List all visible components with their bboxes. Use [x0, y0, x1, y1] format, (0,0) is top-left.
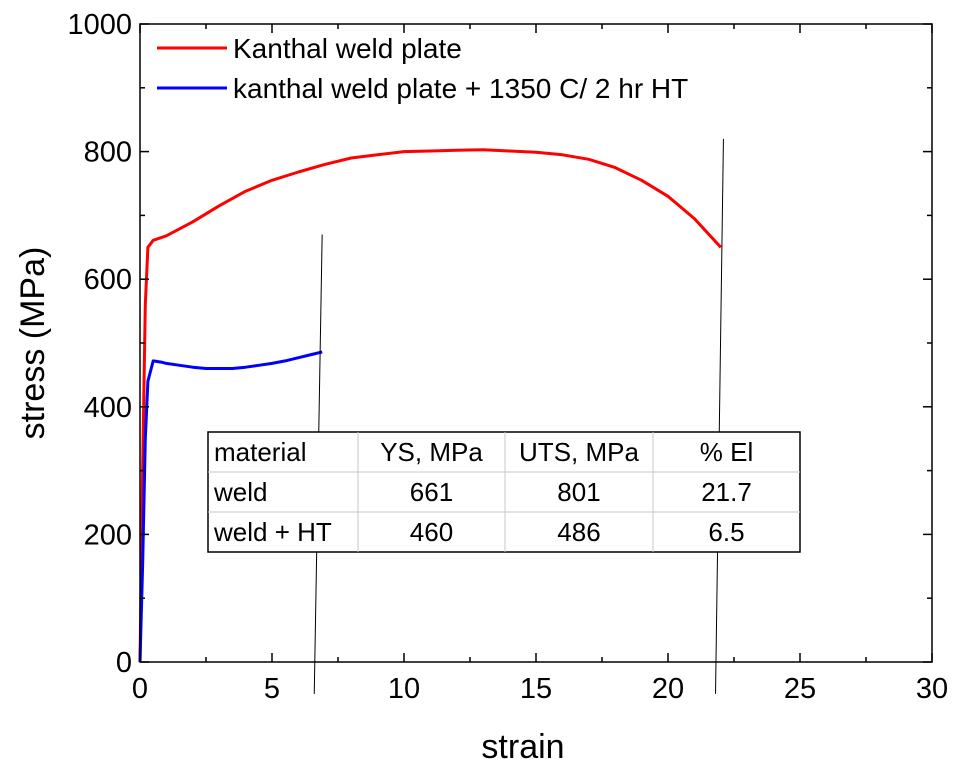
curves-layer	[138, 148, 722, 663]
table-header-cell: material	[214, 437, 306, 467]
legend: Kanthal weld plate kanthal weld plate + 1…	[157, 33, 688, 104]
y-tick-label: 600	[84, 264, 132, 296]
annotation-lines-layer	[313, 138, 724, 694]
x-tick-label: 20	[652, 673, 684, 705]
y-tick-label: 200	[84, 519, 132, 551]
x-axis-label: strain	[481, 728, 564, 766]
table-cell: 801	[557, 477, 600, 507]
annotation-line-2	[715, 138, 724, 694]
data-table: material YS, MPa UTS, MPa % El weld 661 801 21.…	[207, 431, 801, 553]
legend-label: kanthal weld plate + 1350 C/ 2 hr HT	[233, 73, 688, 104]
table-header-cell: % El	[700, 437, 753, 467]
table-frame	[207, 431, 801, 553]
table-header-cell: YS, MPa	[380, 437, 483, 467]
y-axis-label: stress (MPa)	[14, 247, 52, 440]
x-tick-label: 10	[388, 673, 420, 705]
table-cell: 21.7	[701, 477, 752, 507]
x-tick-label: 25	[784, 673, 816, 705]
axes-layer	[139, 23, 933, 663]
legend-label: Kanthal weld plate	[233, 33, 462, 64]
table-cell: 661	[410, 477, 453, 507]
x-tick-label: 15	[520, 673, 552, 705]
table-cell: weld	[213, 477, 267, 507]
ticks-layer: 0 5 10 15 20 25 30 0 200 400 600 800 1000	[67, 9, 948, 705]
y-tick-label: 800	[84, 137, 132, 169]
x-tick-label: 0	[132, 673, 148, 705]
y-tick-label: 1000	[67, 9, 132, 41]
table-cell: 460	[410, 517, 453, 547]
series-line-weld	[138, 148, 722, 663]
x-tick-label: 30	[916, 673, 948, 705]
y-tick-label: 0	[116, 647, 132, 679]
table-header-cell: UTS, MPa	[519, 437, 639, 467]
table-cell: 6.5	[708, 517, 744, 547]
x-tick-label: 5	[264, 673, 280, 705]
table-cell: weld + HT	[213, 517, 332, 547]
series-line-weld-ht	[138, 350, 323, 663]
plot-frame	[139, 23, 933, 663]
y-tick-label: 400	[84, 392, 132, 424]
table-cell: 486	[557, 517, 600, 547]
